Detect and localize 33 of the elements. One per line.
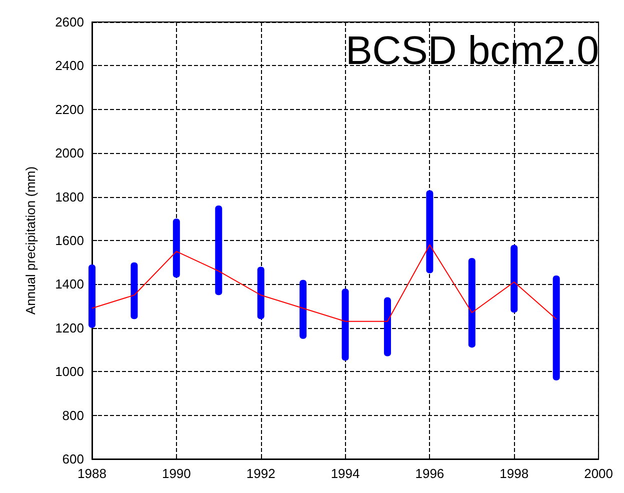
bar <box>552 275 560 380</box>
line-series <box>92 244 557 322</box>
bar <box>510 244 518 313</box>
x-tick-label: 1994 <box>330 466 360 481</box>
bar <box>215 206 222 296</box>
x-tick-label: 1988 <box>78 466 106 481</box>
bar <box>384 297 391 356</box>
x-tick-label: 1996 <box>415 466 444 481</box>
y-tick-label: 600 <box>62 452 84 466</box>
y-tick-label: 1000 <box>55 364 84 380</box>
bar <box>257 266 264 320</box>
bar <box>426 190 434 274</box>
y-tick-label: 1400 <box>55 276 84 292</box>
x-tick-label: 1990 <box>162 466 191 481</box>
y-tick-label: 2600 <box>55 14 84 30</box>
y-tick-label: 2400 <box>55 58 84 74</box>
y-tick-label: 2200 <box>55 102 84 117</box>
bar <box>130 262 138 320</box>
x-tick-label: 1992 <box>246 466 276 481</box>
x-tick-label: 1998 <box>500 466 529 481</box>
x-tick-label: 2000 <box>584 466 613 481</box>
y-tick-label: 800 <box>62 408 84 423</box>
y-tick-label: 2000 <box>55 146 84 161</box>
bar <box>468 258 476 348</box>
y-tick-label: 1200 <box>55 320 84 336</box>
chart-title: BCSD bcm2.0 <box>346 29 600 73</box>
y-tick-label: 1600 <box>55 233 84 248</box>
bar <box>172 218 180 278</box>
y-axis-title: Annual precipitation (mm) <box>23 166 38 315</box>
bar <box>300 280 307 339</box>
y-tick-label: 1800 <box>55 189 84 204</box>
bar <box>342 288 349 361</box>
bar <box>88 264 96 328</box>
